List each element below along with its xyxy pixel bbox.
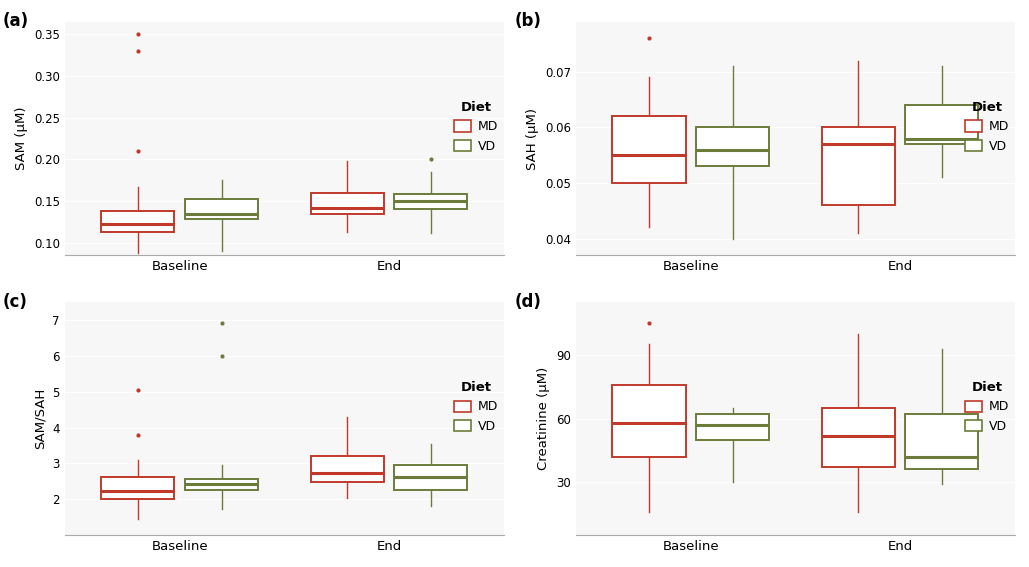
Y-axis label: SAM/SAH: SAM/SAH xyxy=(34,388,46,449)
Bar xyxy=(612,384,685,457)
Bar xyxy=(821,408,895,467)
Bar xyxy=(311,193,384,214)
Bar xyxy=(821,128,895,205)
Legend: MD, VD: MD, VD xyxy=(454,381,498,433)
Y-axis label: Creatinine (μM): Creatinine (μM) xyxy=(537,367,551,470)
Bar xyxy=(612,116,685,183)
Y-axis label: SAH (μM): SAH (μM) xyxy=(526,108,539,170)
Bar xyxy=(311,455,384,482)
Bar xyxy=(906,105,979,144)
Text: (c): (c) xyxy=(3,293,28,311)
Bar xyxy=(185,198,258,219)
Bar xyxy=(696,414,770,440)
Bar xyxy=(906,414,979,469)
Bar xyxy=(101,477,175,500)
Bar xyxy=(394,466,467,490)
Legend: MD, VD: MD, VD xyxy=(965,101,1008,153)
Legend: MD, VD: MD, VD xyxy=(454,101,498,153)
Bar xyxy=(185,479,258,490)
Text: (b): (b) xyxy=(514,12,541,31)
Text: (a): (a) xyxy=(3,12,29,31)
Legend: MD, VD: MD, VD xyxy=(965,381,1008,433)
Bar xyxy=(101,211,175,232)
Bar xyxy=(394,194,467,209)
Y-axis label: SAM (μM): SAM (μM) xyxy=(15,107,28,170)
Bar xyxy=(696,128,770,166)
Text: (d): (d) xyxy=(514,293,541,311)
